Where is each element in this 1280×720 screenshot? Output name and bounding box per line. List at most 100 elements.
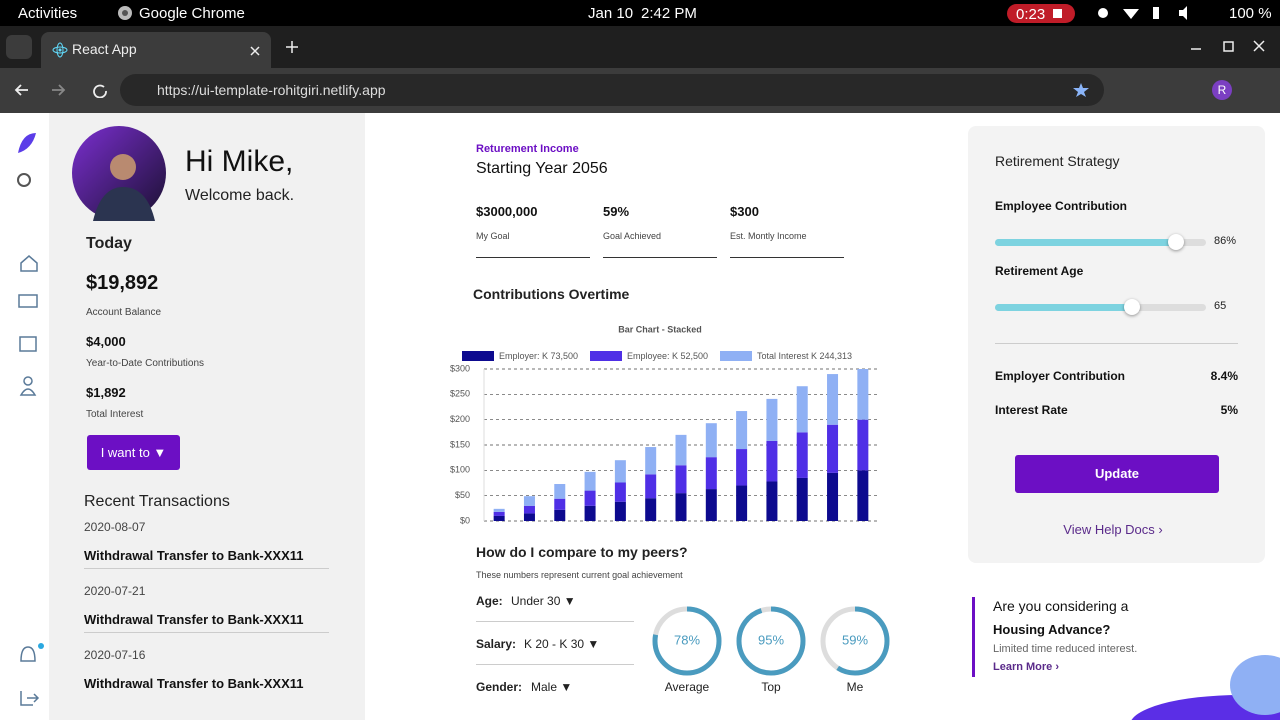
rate-value: 8.4%: [1210, 369, 1238, 383]
user-icon[interactable]: [23, 376, 33, 386]
peers-title: How do I compare to my peers?: [476, 544, 688, 560]
bar-segment: [857, 369, 869, 420]
welcome: Welcome back.: [185, 187, 295, 204]
logo[interactable]: [18, 133, 36, 153]
tab-close[interactable]: [250, 46, 260, 56]
divider: [995, 343, 1238, 344]
transaction-description[interactable]: Withdrawal Transfer to Bank-XXX11: [84, 548, 304, 563]
battery: 100 %: [1229, 5, 1272, 22]
bar-segment: [766, 440, 778, 482]
slider-value: 65: [1214, 300, 1227, 312]
bar-segment: [493, 508, 505, 512]
y-tick-label: $150: [450, 439, 470, 449]
stop-icon: [1053, 9, 1062, 18]
bar-segment: [675, 493, 687, 521]
filter-value[interactable]: Male ▼: [531, 680, 573, 694]
transaction-divider: [84, 632, 329, 633]
window-controls[interactable]: [1190, 40, 1270, 54]
gauge-value: 95%: [758, 632, 784, 647]
tab-strip: React App: [0, 26, 1280, 68]
stat-value: $3000,000: [476, 204, 538, 219]
bar-segment: [645, 474, 657, 499]
home-icon[interactable]: [20, 255, 38, 272]
icon-nav: [17, 133, 44, 706]
profile-avatar[interactable]: R: [1212, 80, 1232, 100]
y-tick-label: $200: [450, 414, 470, 424]
date[interactable]: Jan 10: [588, 5, 634, 22]
transaction-date: 2020-07-16: [84, 648, 146, 662]
recording-indicator[interactable]: 0:23: [1007, 4, 1075, 23]
legend-label: Employee: K 52,500: [627, 351, 708, 361]
interest-label: Total Interest: [86, 409, 144, 420]
bar-segment: [796, 386, 808, 433]
peer-gauges: 78% Average 95% Top 59% Me: [652, 606, 890, 694]
stat-label: Est. Montly Income: [730, 231, 807, 241]
react-icon: [52, 42, 68, 58]
gauge-label: Top: [761, 680, 781, 694]
search-icon[interactable]: [17, 173, 31, 187]
bar-segment: [554, 498, 566, 510]
bar-segment: [705, 423, 717, 458]
balance: $19,892: [86, 272, 159, 294]
logout-icon[interactable]: [20, 691, 40, 706]
bar-segment: [584, 505, 596, 521]
decor-blob: [1131, 655, 1280, 720]
transaction-description[interactable]: Withdrawal Transfer to Bank-XXX11: [84, 612, 304, 627]
slider-label: Retirement Age: [995, 264, 1084, 278]
update-button[interactable]: Update: [1015, 455, 1219, 493]
bar-segment: [554, 509, 566, 521]
bell-icon[interactable]: [20, 646, 36, 662]
help-link[interactable]: View Help Docs ›: [1063, 522, 1163, 537]
bar-segment: [675, 434, 687, 466]
system-bar: Activities Google Chrome Jan 10 2:42 PM …: [0, 0, 1280, 26]
bar-segment: [554, 484, 566, 499]
stat-underline: [476, 257, 590, 258]
bar-segment: [796, 432, 808, 478]
i-want-to-button[interactable]: I want to ▼: [87, 435, 180, 470]
promo-bar: [972, 597, 975, 677]
star-icon[interactable]: [1072, 82, 1090, 98]
gauge-value: 78%: [674, 632, 700, 647]
slider-knob[interactable]: [1168, 234, 1185, 250]
stat-underline: [730, 257, 844, 258]
recording-time: 0:23: [1016, 6, 1046, 23]
omnibox[interactable]: https://ui-template-rohitgiri.netlify.ap…: [120, 74, 1104, 106]
news-icon[interactable]: [18, 294, 38, 308]
promo-link[interactable]: Learn More ›: [993, 661, 1060, 673]
stat-underline: [603, 257, 717, 258]
gauge-label: Average: [665, 680, 710, 694]
legend-swatch: [590, 351, 622, 361]
status-icons: [1098, 6, 1187, 20]
income-title: Starting Year 2056: [476, 160, 608, 177]
transactions-title: Recent Transactions: [84, 493, 230, 510]
tab-search[interactable]: [6, 35, 32, 59]
avatar: [72, 126, 166, 221]
bar-segment: [827, 374, 839, 425]
list-icon[interactable]: [19, 336, 37, 352]
user-icon-body: [19, 388, 37, 396]
promo-title-2: Housing Advance?: [993, 622, 1111, 637]
activities[interactable]: Activities: [18, 5, 78, 22]
transaction-description[interactable]: Withdrawal Transfer to Bank-XXX11: [84, 676, 304, 691]
bar-segment: [705, 457, 717, 490]
income-label: Returement Income: [476, 143, 579, 155]
bar-segment: [736, 485, 748, 521]
time[interactable]: 2:42 PM: [641, 5, 697, 22]
legend-label: Employer: K 73,500: [499, 351, 578, 361]
bar-segment: [796, 477, 808, 521]
y-tick-label: $50: [455, 490, 470, 500]
bar-segment: [827, 424, 839, 473]
tab[interactable]: React App: [41, 32, 271, 68]
stat-label: My Goal: [476, 231, 510, 241]
filter-value[interactable]: K 20 - K 30 ▼: [524, 637, 600, 651]
app-name[interactable]: Google Chrome: [139, 5, 245, 22]
bar-segment: [766, 481, 778, 521]
legend-swatch: [462, 351, 494, 361]
nav-buttons[interactable]: [14, 82, 108, 98]
new-tab[interactable]: [285, 40, 299, 54]
bar-segment: [736, 411, 748, 450]
filter-value[interactable]: Under 30 ▼: [511, 594, 576, 608]
filter-label: Salary:: [476, 637, 517, 651]
slider-knob[interactable]: [1124, 299, 1141, 315]
